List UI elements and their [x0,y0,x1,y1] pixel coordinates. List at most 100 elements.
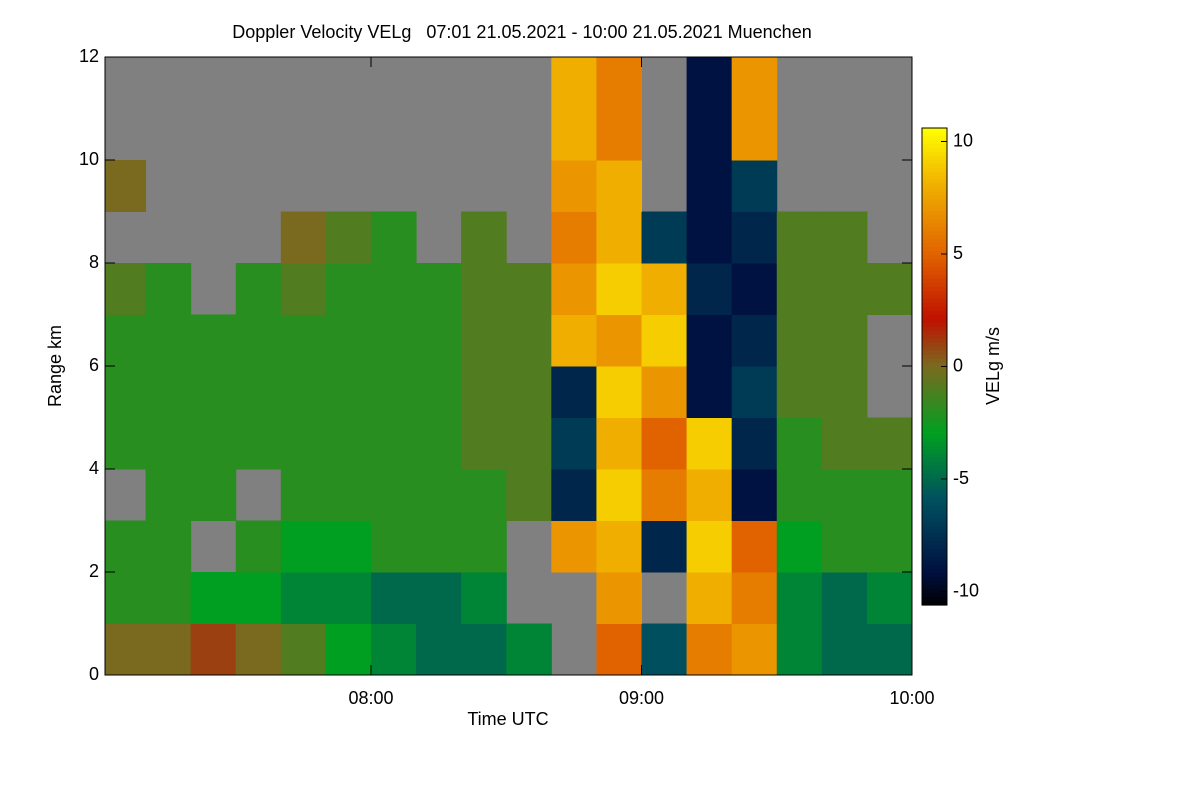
heatmap-cell [731,366,778,418]
heatmap-cell [280,366,327,418]
heatmap-cell [686,314,733,367]
heatmap-cell [866,263,913,315]
heatmap-cell [821,366,868,418]
heatmap-cell [325,623,372,676]
heatmap-cell [686,57,733,109]
heatmap-cell [235,417,282,470]
heatmap-cell [190,572,237,624]
heatmap-cell [145,623,192,676]
heatmap-cell [461,623,507,676]
heatmap-cell [105,520,147,573]
y-tick-label: 6 [89,355,99,375]
colorbar-segment [922,493,947,499]
colorbar-segment [922,422,947,427]
heatmap-cell [776,520,823,573]
y-tick-label: 10 [79,149,99,169]
heatmap-cell [731,160,778,212]
heatmap-cell [686,520,733,573]
heatmap-cell [105,160,147,212]
colorbar-segment [922,513,947,519]
colorbar-segment [922,175,947,181]
colorbar-segment [922,457,947,463]
colorbar-segment [922,581,947,586]
heatmap-cell [551,366,597,418]
heatmap-cell [641,263,688,315]
heatmap-cell [641,366,688,418]
heatmap-cell [325,469,372,521]
heatmap-cell [821,263,868,315]
colorbar-segment [922,290,947,296]
colorbar-segment [922,167,947,173]
colorbar-segment [922,521,947,527]
colorbar-segment [922,585,947,590]
heatmap-cell [776,263,823,315]
colorbar-segment [922,593,947,598]
y-tick-label: 4 [89,458,99,478]
colorbar-segment [922,171,947,177]
heatmap-cell [370,469,417,521]
colorbar-segment [922,525,947,531]
colorbar-segment [922,449,947,455]
colorbar-segment [922,410,947,415]
heatmap-cell [280,263,327,315]
heatmap-cell [821,417,868,470]
colorbar-segment [922,326,947,332]
heatmap-cell [776,211,823,264]
heatmap-cell [145,469,192,521]
colorbar-tick-label: 5 [953,243,963,263]
heatmap-cell [776,572,823,624]
heatmap-cell [821,314,868,367]
colorbar-segment [922,203,947,209]
colorbar-segment [922,227,947,232]
colorbar-segment [922,362,947,368]
heatmap-cell [596,314,642,367]
colorbar-segment [922,577,947,582]
colorbar-segment [922,151,947,157]
heatmap-cell [731,211,778,264]
heatmap-cell [686,366,733,418]
heatmap-cell [596,469,642,521]
colorbar-segment [922,533,947,539]
colorbar-segment [922,529,947,535]
colorbar-segment [922,187,947,193]
colorbar-segment [922,497,947,503]
heatmap-cell [280,520,327,573]
heatmap-cell [731,314,778,367]
heatmap-cell [821,469,868,521]
heatmap-cell [686,623,733,676]
x-axis-label: Time UTC [467,709,548,729]
colorbar-segment [922,481,947,487]
colorbar-segment [922,334,947,340]
colorbar-segment [922,354,947,360]
colorbar-tick-label: -5 [953,468,969,488]
colorbar-segment [922,386,947,391]
heatmap-cell [235,572,282,624]
colorbar-segment [922,537,947,542]
heatmap-cell [776,469,823,521]
heatmap-cell [596,108,642,161]
colorbar-segment [922,589,947,594]
colorbar-segment [922,255,947,260]
heatmap-cell [370,623,417,676]
heatmap-cell [686,417,733,470]
heatmap-cell [641,520,688,573]
colorbar-segment [922,453,947,459]
heatmap-cell [416,623,462,676]
heatmap-cell [506,366,552,418]
colorbar-segment [922,128,947,133]
colorbar-segment [922,350,947,356]
heatmap-cell [641,314,688,367]
heatmap-cell [551,469,597,521]
colorbar-segment [922,271,947,276]
colorbar-segment [922,147,947,153]
colorbar-segment [922,569,947,574]
heatmap-cell [145,366,192,418]
heatmap-cell [641,623,688,676]
heatmap-cell [551,263,597,315]
heatmap-cell [461,211,507,264]
colorbar-label: VELg m/s [983,327,1003,405]
heatmap-cell [776,314,823,367]
heatmap-cell [416,314,462,367]
heatmap-cell [370,572,417,624]
heatmap-cell [416,417,462,470]
